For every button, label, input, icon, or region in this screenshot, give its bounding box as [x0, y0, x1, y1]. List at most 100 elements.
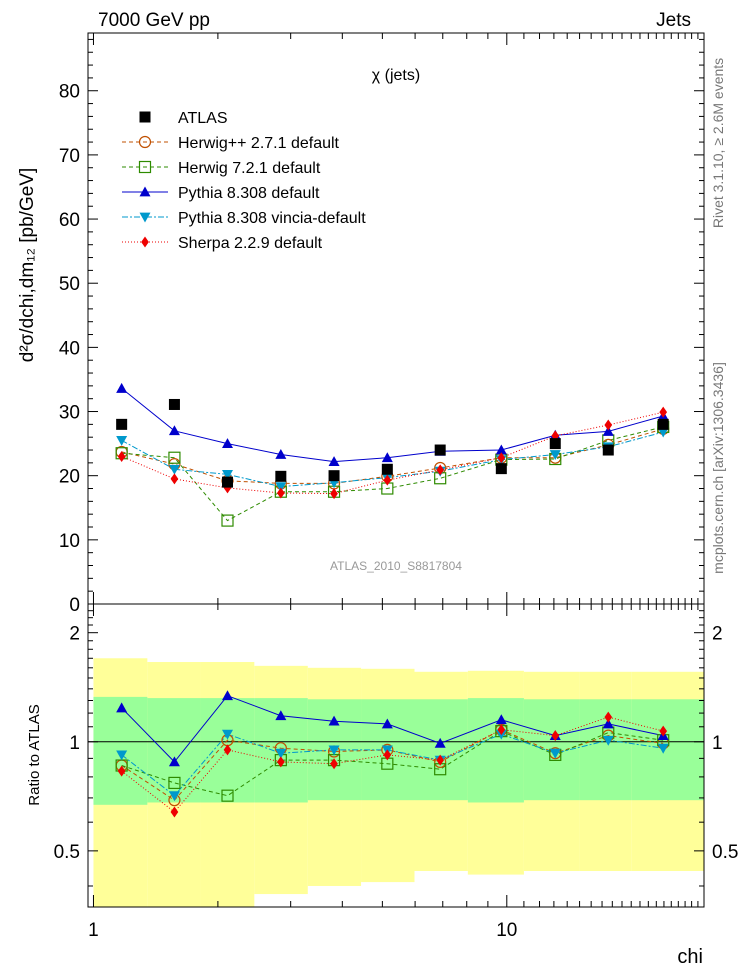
point-reference-3 [275, 470, 287, 482]
legend-marker-5 [141, 236, 149, 248]
mcplots-label: mcplots.cern.ch [arXiv:1306.3436] [710, 362, 726, 574]
header-left: 7000 GeV pp [98, 10, 210, 31]
point-ratio-s4-7 [497, 724, 506, 736]
point-ratio-s3-10 [657, 743, 669, 754]
point-ratio-s3-0 [116, 750, 128, 761]
point-main-s4-7 [497, 452, 506, 464]
point-ratio-s4-5 [383, 749, 392, 761]
point-ratio-s2-7 [495, 714, 507, 725]
point-ratio-s4-2 [223, 744, 232, 756]
ratio-tick-label-right: 1 [712, 733, 723, 754]
inner-band-9 [579, 699, 632, 801]
ratio-axis-label: Ratio to ATLAS [26, 704, 43, 805]
series-lines [121, 388, 664, 813]
point-ratio-s2-2 [222, 690, 234, 701]
ratio-tick-label-left: 0.5 [54, 842, 80, 863]
point-main-s2-0 [116, 382, 128, 393]
main-tick-label: 40 [59, 338, 80, 359]
point-ratio-s2-1 [168, 756, 180, 767]
point-main-s3-8 [549, 450, 561, 461]
axis-ticks: 0 10 20 30 40 50 60 70 80 0.5 0.5 1 1 2 2 1 10 [54, 33, 738, 941]
series-line-main-4 [121, 411, 664, 495]
point-reference-2 [222, 476, 234, 488]
point-ratio-s2-6 [434, 737, 446, 748]
x-tick-label: 10 [496, 920, 517, 941]
legend-marker-2 [138, 160, 152, 174]
point-ratio-s3-8 [549, 748, 561, 759]
point-ratio-s2-5 [381, 718, 393, 729]
point-main-s1-2 [221, 514, 234, 527]
legend-marker-4 [139, 212, 151, 223]
main-tick-label: 30 [59, 403, 80, 424]
point-ratio-s4-6 [436, 754, 445, 766]
point-main-s2-2 [222, 438, 234, 449]
x-axis-label: chi [677, 946, 703, 968]
ratio-tick-label-right: 0.5 [712, 842, 738, 863]
legend: ATLAS Herwig++ 2.7.1 default Herwig 7.2.1 … [122, 110, 366, 252]
inner-band-7 [467, 698, 524, 803]
point-main-s2-4 [328, 456, 340, 466]
point-main-s3-1 [168, 464, 180, 475]
point-ratio-s4-9 [604, 711, 613, 723]
point-main-s2-5 [381, 452, 393, 463]
series-line-ratio-4 [121, 716, 664, 813]
point-ratio-s4-4 [330, 758, 338, 770]
point-main-s4-3 [276, 487, 285, 499]
main-tick-label: 70 [59, 146, 80, 167]
point-reference-7 [495, 463, 507, 475]
point-main-s3-2 [222, 470, 234, 480]
header-right: Jets [656, 10, 691, 31]
y-axis-label: d²σ/dchi,dm₁₂ [pb/GeV] [17, 168, 38, 362]
point-reference-6 [434, 444, 446, 456]
point-ratio-s3-1 [168, 791, 180, 802]
series-line-main-0 [121, 428, 664, 484]
inner-band-1 [147, 698, 201, 803]
x-tick-label: 1 [88, 920, 99, 941]
main-tick-label: 60 [59, 210, 80, 231]
point-main-s4-10 [659, 406, 668, 418]
point-main-s2-7 [495, 444, 507, 455]
point-ratio-s2-3 [275, 710, 287, 721]
point-main-s4-1 [170, 473, 179, 485]
point-main-s2-9 [602, 425, 614, 436]
legend-marker-3 [139, 186, 151, 197]
legend-label-0: ATLAS [178, 110, 228, 127]
inner-band-10 [631, 699, 704, 801]
legend-marker-0 [139, 111, 151, 123]
point-main-s4-5 [383, 474, 392, 486]
point-reference-1 [168, 398, 180, 410]
point-reference-5 [381, 463, 393, 475]
analysis-label: ATLAS_2010_S8817804 [330, 559, 462, 573]
plot-frames [87, 32, 705, 908]
ratio-tick-label-left: 2 [69, 624, 80, 645]
point-ratio-s4-3 [276, 756, 285, 768]
point-main-s2-3 [275, 449, 287, 459]
point-reference-9 [602, 444, 614, 456]
point-ratio-s3-9 [602, 735, 614, 746]
legend-label-5: Sherpa 2.2.9 default [178, 235, 323, 252]
point-ratio-s1-1 [168, 776, 181, 790]
main-tick-label: 80 [59, 82, 80, 103]
ratio-uncertainty-bands [93, 658, 704, 907]
main-tick-label: 0 [69, 595, 80, 616]
point-main-s1-1 [168, 451, 181, 464]
inner-band-6 [414, 699, 468, 801]
point-main-s3-0 [116, 435, 128, 446]
legend-label-4: Pythia 8.308 vincia-default [178, 210, 366, 227]
point-ratio-s4-8 [551, 730, 560, 742]
point-ratio-s2-9 [602, 718, 614, 729]
point-ratio-s1-2 [221, 789, 234, 802]
point-reference-8 [549, 438, 561, 450]
main-tick-label: 20 [59, 467, 80, 488]
legend-label-3: Pythia 8.308 default [178, 185, 320, 202]
point-main-s4-9 [604, 419, 613, 431]
point-ratio-s2-0 [116, 702, 128, 713]
point-ratio-s4-0 [117, 765, 126, 777]
point-ratio-s4-1 [170, 806, 179, 818]
legend-label-2: Herwig 7.2.1 default [178, 160, 321, 177]
point-ratio-s3-2 [222, 729, 234, 740]
point-main-s4-0 [117, 450, 126, 462]
ratio-tick-label-left: 1 [69, 733, 80, 754]
